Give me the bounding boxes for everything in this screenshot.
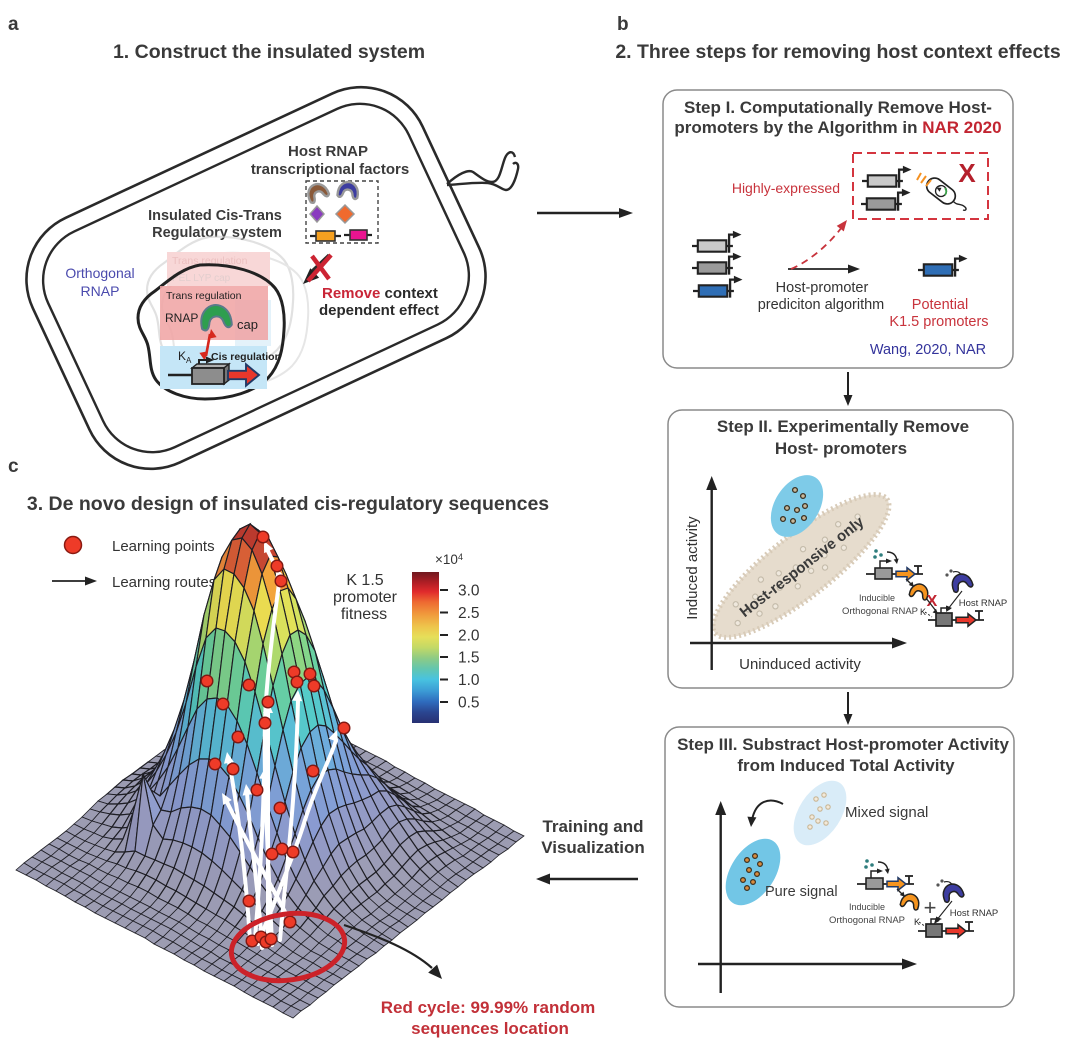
svg-text:3.0: 3.0 (458, 583, 480, 600)
svg-text:K 1.5: K 1.5 (346, 572, 383, 589)
svg-text:dependent effect: dependent effect (319, 302, 439, 319)
svg-text:Host-promoter: Host-promoter (776, 280, 869, 296)
svg-text:Highly-expressed: Highly-expressed (732, 180, 840, 196)
svg-text:2. Three steps for removing ho: 2. Three steps for removing host context… (615, 41, 1061, 63)
svg-text:c: c (8, 456, 19, 477)
svg-text:+: + (924, 895, 937, 920)
svg-text:RNAP: RNAP (165, 311, 198, 325)
svg-text:a: a (8, 14, 19, 35)
svg-text:Potential: Potential (912, 297, 968, 313)
svg-text:fitness: fitness (341, 606, 387, 623)
svg-text:Trans regulation: Trans regulation (166, 290, 242, 302)
svg-text:0.5: 0.5 (458, 695, 480, 712)
svg-text:Insulated Cis-Trans: Insulated Cis-Trans (148, 208, 282, 224)
svg-text:2.5: 2.5 (458, 605, 480, 622)
svg-text:Orthogonal RNAP: Orthogonal RNAP (829, 915, 905, 926)
svg-text:1.5: 1.5 (458, 650, 480, 667)
svg-text:K: K (920, 607, 926, 617)
svg-text:X: X (958, 158, 976, 188)
svg-text:Step III. Substract Host-promo: Step III. Substract Host-promoter Activi… (677, 735, 1009, 754)
svg-text:K: K (914, 917, 920, 927)
svg-text:Mixed signal: Mixed signal (845, 804, 928, 821)
svg-text:Trans regulation: Trans regulation (172, 255, 248, 267)
svg-text:2.0: 2.0 (458, 628, 480, 645)
svg-text:from Induced Total Activity: from Induced Total Activity (737, 756, 955, 775)
svg-text:transcriptional factors: transcriptional factors (251, 161, 409, 178)
svg-text:cap: cap (237, 317, 258, 332)
svg-text:Pure signal: Pure signal (765, 884, 838, 900)
svg-text:Step II. Experimentally Remove: Step II. Experimentally Remove (717, 417, 969, 436)
svg-text:K1.5 promoters: K1.5 promoters (889, 314, 988, 330)
svg-text:Uninduced activity: Uninduced activity (739, 656, 861, 673)
svg-text:X: X (927, 593, 938, 610)
svg-text:Orthogonal: Orthogonal (65, 265, 134, 281)
svg-text:RNAP: RNAP (81, 283, 120, 299)
svg-text:1.0: 1.0 (458, 672, 480, 689)
svg-text:Host RNAP: Host RNAP (288, 143, 368, 160)
svg-text:prediciton algorithm: prediciton algorithm (758, 297, 885, 313)
svg-text:b: b (617, 14, 629, 35)
svg-text:Training and: Training and (542, 817, 643, 836)
svg-text:PEL LYP cap: PEL LYP cap (172, 273, 231, 284)
svg-text:Step I. Computationally Remove: Step I. Computationally Remove Host- (684, 98, 992, 117)
svg-text:Inducible: Inducible (849, 902, 885, 912)
svg-text:3. De novo design of insulated: 3. De novo design of insulated cis-regul… (27, 493, 549, 515)
svg-text:Remove context: Remove context (322, 285, 438, 302)
svg-text:1. Construct the insulated sys: 1. Construct the insulated system (113, 41, 425, 63)
svg-text:Host- promoters: Host- promoters (775, 439, 907, 458)
svg-text:Cis regulation: Cis regulation (211, 351, 281, 363)
svg-text:Learning routes: Learning routes (112, 574, 216, 591)
svg-text:×104: ×104 (435, 552, 463, 567)
svg-text:Regulatory system: Regulatory system (152, 225, 282, 241)
svg-text:promoter: promoter (333, 589, 398, 606)
svg-text:Visualization: Visualization (541, 838, 645, 857)
svg-text:Induced activity: Induced activity (684, 516, 701, 620)
svg-text:promoters by the Algorithm in: promoters by the Algorithm in NAR 2020 (674, 118, 1001, 137)
svg-text:Learning points: Learning points (112, 538, 215, 555)
svg-text:sequences location: sequences location (411, 1019, 569, 1038)
svg-text:Wang, 2020, NAR: Wang, 2020, NAR (870, 342, 986, 358)
svg-text:Inducible: Inducible (859, 593, 895, 603)
svg-text:Host RNAP: Host RNAP (950, 908, 999, 919)
svg-text:Red cycle: 99.99% random: Red cycle: 99.99% random (381, 998, 595, 1017)
svg-text:Host RNAP: Host RNAP (959, 598, 1008, 609)
svg-text:Orthogonal RNAP: Orthogonal RNAP (842, 606, 918, 617)
